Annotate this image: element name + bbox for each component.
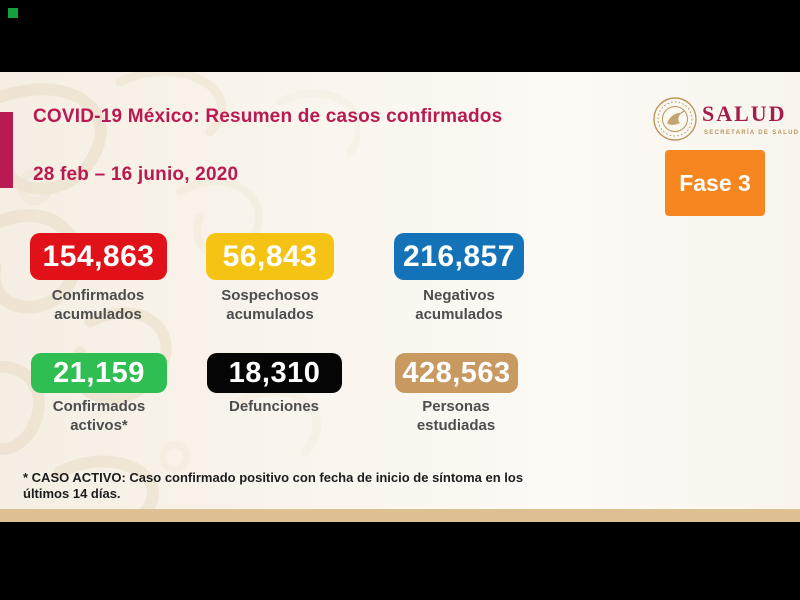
stat-label-line: Negativos: [423, 287, 495, 304]
crimson-accent-bar: [0, 112, 13, 188]
stat-label-line: Sospechosos: [221, 287, 319, 304]
salud-logo: SALUD SECRETARÍA DE SALUD: [652, 94, 798, 144]
stat-personas-estudiadas: 428,563: [395, 353, 518, 393]
stat-label-line: estudiadas: [416, 417, 496, 435]
stat-label-line: acumulados: [226, 306, 314, 324]
stat-label: Personas estudiadas: [366, 397, 546, 435]
stat-label-line: Confirmados: [51, 287, 145, 304]
stat-label-line: acumulados: [415, 306, 503, 324]
stat-label: Negativos acumulados: [369, 286, 549, 324]
tan-bottom-strip: [0, 509, 800, 522]
stat-negativos-acumulados: 216,857: [394, 233, 524, 280]
stat-sospechosos-acumulados: 56,843: [206, 233, 334, 280]
stat-label: Defunciones: [184, 397, 364, 416]
stat-defunciones: 18,310: [207, 353, 342, 393]
footnote: * CASO ACTIVO: Caso confirmado positivo …: [23, 470, 523, 503]
stat-label-line: Personas: [422, 398, 490, 415]
footnote-line-1: * CASO ACTIVO: Caso confirmado positivo …: [23, 470, 524, 485]
page-title: COVID-19 México: Resumen de casos confir…: [33, 106, 503, 127]
stat-label: Confirmados acumulados: [8, 286, 188, 324]
phase-badge: Fase 3: [665, 150, 765, 216]
stat-confirmados-acumulados: 154,863: [30, 233, 167, 280]
stat-label-line: Confirmados: [52, 398, 146, 415]
salud-wordmark: SALUD: [702, 101, 787, 126]
stat-label: Confirmados activos*: [9, 397, 189, 435]
date-range: 28 feb – 16 junio, 2020: [33, 164, 239, 185]
salud-subtitle: SECRETARÍA DE SALUD: [704, 130, 800, 136]
eagle-seal-icon: [653, 97, 697, 141]
green-indicator-square: [8, 8, 18, 18]
stat-label-line: activos*: [70, 417, 128, 435]
stat-label-line: acumulados: [54, 306, 142, 324]
footnote-line-2: últimos 14 días.: [23, 486, 121, 502]
slide-canvas: COVID-19 México: Resumen de casos confir…: [0, 72, 800, 522]
stat-confirmados-activos: 21,159: [31, 353, 167, 393]
stat-label-line: Defunciones: [228, 398, 319, 415]
stat-label: Sospechosos acumulados: [180, 286, 360, 324]
